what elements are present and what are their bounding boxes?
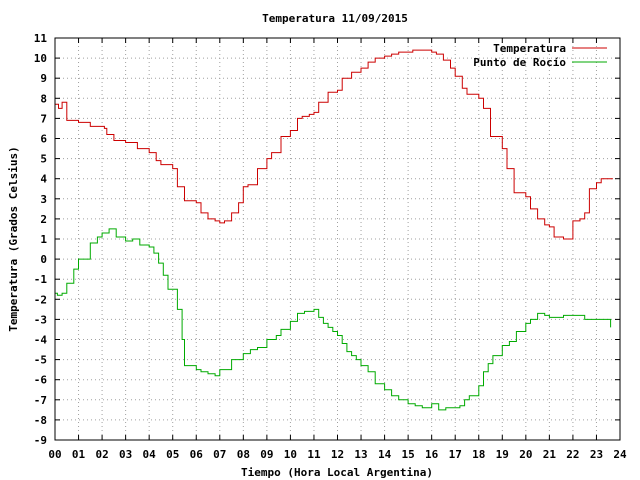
y-tick-label: 8 xyxy=(40,92,47,105)
y-tick-label: -8 xyxy=(34,414,47,427)
chart-title: Temperatura 11/09/2015 xyxy=(262,12,408,25)
x-axis-label: Tiempo (Hora Local Argentina) xyxy=(241,466,433,479)
y-tick-label: 6 xyxy=(40,133,47,146)
x-tick-label: 03 xyxy=(119,448,132,461)
y-tick-label: -5 xyxy=(34,354,47,367)
y-tick-label: 10 xyxy=(34,52,47,65)
y-tick-label: 1 xyxy=(40,233,47,246)
x-tick-label: 18 xyxy=(472,448,485,461)
x-tick-label: 22 xyxy=(566,448,579,461)
x-tick-label: 10 xyxy=(284,448,297,461)
y-tick-label: 7 xyxy=(40,112,47,125)
x-tick-label: 20 xyxy=(519,448,532,461)
y-tick-label: 4 xyxy=(40,173,47,186)
y-tick-label: 11 xyxy=(34,32,48,45)
y-tick-label: -7 xyxy=(34,394,47,407)
x-tick-label: 11 xyxy=(307,448,321,461)
y-tick-label: -6 xyxy=(34,374,48,387)
x-tick-label: 15 xyxy=(402,448,415,461)
x-tick-label: 01 xyxy=(72,448,86,461)
y-tick-label: 3 xyxy=(40,193,47,206)
y-tick-label: -1 xyxy=(34,273,48,286)
y-tick-label: -9 xyxy=(34,434,47,447)
x-tick-label: 08 xyxy=(237,448,250,461)
x-tick-label: 00 xyxy=(48,448,61,461)
series-line-punto-de-rocio xyxy=(55,228,612,411)
x-tick-label: 16 xyxy=(425,448,439,461)
grid xyxy=(55,38,620,440)
x-tick-label: 24 xyxy=(613,448,627,461)
series-line-temperatura xyxy=(55,49,613,240)
y-tick-label: 0 xyxy=(40,253,47,266)
legend-label: Punto de Rocío xyxy=(473,56,566,69)
x-tick-label: 04 xyxy=(143,448,157,461)
x-tick-label: 05 xyxy=(166,448,179,461)
x-tick-label: 17 xyxy=(449,448,462,461)
x-tick-label: 21 xyxy=(543,448,557,461)
y-axis-label: Temperatura (Grados Celsius) xyxy=(7,146,20,331)
y-tick-label: 9 xyxy=(40,72,47,85)
series-lines xyxy=(55,49,613,411)
plot-frame xyxy=(54,37,621,441)
y-tick-label: -3 xyxy=(34,313,47,326)
x-tick-label: 06 xyxy=(190,448,204,461)
x-tick-label: 09 xyxy=(260,448,273,461)
y-tick-label: -4 xyxy=(34,334,48,347)
x-tick-label: 14 xyxy=(378,448,392,461)
x-tick-label: 13 xyxy=(354,448,367,461)
x-tick-label: 07 xyxy=(213,448,226,461)
legend-label: Temperatura xyxy=(493,42,566,55)
x-tick-label: 12 xyxy=(331,448,344,461)
x-tick-label: 19 xyxy=(496,448,509,461)
x-axis-ticks: 00 01 02 03 04 05 06 07 08 09 10 11 12 13 14 15 16 17 18 19… xyxy=(48,38,627,461)
x-tick-label: 02 xyxy=(95,448,108,461)
y-tick-label: 5 xyxy=(40,153,47,166)
x-tick-label: 23 xyxy=(590,448,603,461)
y-tick-label: 2 xyxy=(40,213,47,226)
y-tick-label: -2 xyxy=(34,293,47,306)
